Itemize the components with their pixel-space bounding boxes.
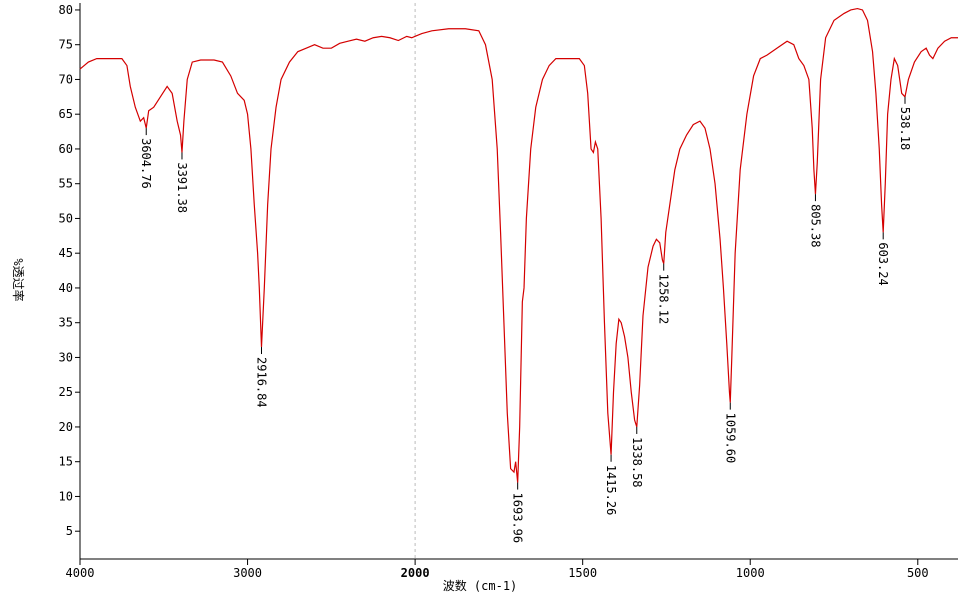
y-tick-label: 10	[59, 489, 73, 503]
y-tick-label: 30	[59, 350, 73, 364]
peak-label: 2916.84	[254, 357, 268, 408]
y-axis-label: %透过率	[11, 258, 26, 301]
peak-label: 1059.60	[723, 413, 737, 464]
x-tick-label: 2000	[401, 566, 430, 580]
y-tick-label: 65	[59, 107, 73, 121]
peak-label: 1258.12	[657, 274, 671, 325]
y-tick-label: 40	[59, 281, 73, 295]
y-tick-label: 15	[59, 455, 73, 469]
peak-label: 538.18	[898, 107, 912, 150]
y-tick-label: 50	[59, 211, 73, 225]
peak-label: 603.24	[876, 242, 890, 285]
spectrum-line	[79, 7, 958, 483]
y-tick-label: 80	[59, 3, 73, 17]
x-tick-label: 1500	[568, 566, 597, 580]
x-tick-label: 3000	[233, 566, 262, 580]
y-tick-label: 75	[59, 38, 73, 52]
y-tick-label: 25	[59, 385, 73, 399]
peak-label: 3391.38	[175, 162, 189, 213]
peak-label: 1415.26	[604, 465, 618, 516]
y-tick-label: 5	[66, 524, 73, 538]
y-tick-label: 45	[59, 246, 73, 260]
x-axis-label: 波数 (cm-1)	[443, 578, 518, 593]
x-tick-label: 1000	[736, 566, 765, 580]
y-tick-label: 35	[59, 316, 73, 330]
peak-label: 805.38	[808, 204, 822, 247]
x-tick-label: 4000	[66, 566, 95, 580]
y-tick-label: 60	[59, 142, 73, 156]
x-tick-label: 500	[907, 566, 929, 580]
peak-label: 1338.58	[630, 437, 644, 488]
y-tick-label: 20	[59, 420, 73, 434]
peak-label: 3604.76	[139, 138, 153, 189]
y-tick-label: 70	[59, 72, 73, 86]
peak-label: 1693.96	[511, 493, 525, 544]
y-tick-label: 55	[59, 177, 73, 191]
